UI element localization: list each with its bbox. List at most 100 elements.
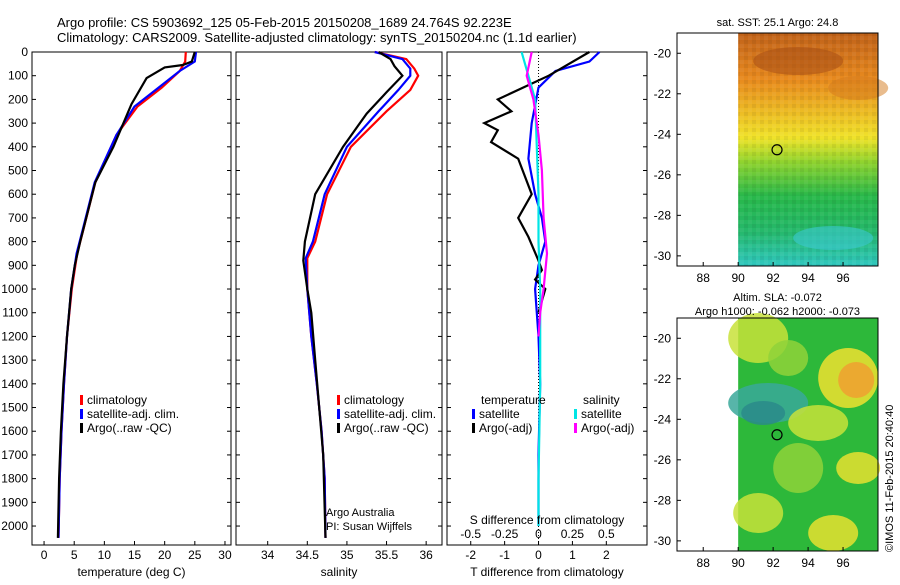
x-tick-label: 25 [188,548,202,562]
y-tick-label: 500 [8,164,28,178]
y-tick-label: 200 [8,92,28,106]
legend-label: climatology [344,393,404,407]
legend-heading-salinity: salinity [583,393,620,407]
salinity-panel: 34 34.5 35 35.5 36 salinity climatologysatelli… [235,50,443,579]
plot-frame [31,51,232,546]
x-tick-label: 35 [340,548,354,562]
map-frame [676,32,879,267]
sla-anomaly-patch [838,362,875,398]
y-tick-label: 1100 [2,306,28,320]
sla-map-panel: 88 90 92 94 96 -20 -22 -24 -26 -28 -30 Altim. SLA: … [654,292,881,570]
series-line [520,51,542,526]
y-tick-label: -20 [654,331,672,345]
plot-frame [235,51,443,546]
y-tick-label: -28 [654,208,672,222]
y-tick-label: 900 [8,258,28,272]
legend-swatch [337,423,340,433]
x-tick-label: -1 [499,548,510,562]
series-line [481,51,590,314]
y-tick-label: 100 [8,69,28,83]
y-tick-label: 1500 [1,401,28,415]
x-tick-label: 20 [158,548,172,562]
x-tick-label: 1 [569,548,576,562]
y-tick-label: 0 [21,45,28,59]
sla-anomaly-patch [836,452,881,484]
y-tick-label: 1200 [1,329,28,343]
y-tick-label: 1700 [1,448,28,462]
temperature-panel: 0 5 10 15 20 25 300100200300400500600700800900… [1,45,232,579]
y-tick-label: 1600 [1,424,28,438]
sst-cool-patch [793,226,874,250]
legend-label: Argo(..raw -QC) [87,421,172,435]
map-frame [676,317,879,552]
x-tick-label: 92 [766,271,780,285]
map-title-line1: Altim. SLA: -0.072 [733,292,822,304]
header-line2: Climatology: CARS2009. Satellite-adjuste… [57,30,577,45]
sla-anomaly-patch [768,340,809,376]
side-stamp: ©IMOS 11-Feb-2015 20:40:40 [884,405,896,552]
difference-panel: -2 -1 0 1 2 T difference from climatology S di… [446,51,648,579]
x-tick-label: 10 [98,548,112,562]
series-line [56,51,196,538]
sla-anomaly-patch [733,493,784,533]
y-tick-label: -28 [654,493,672,507]
y-tick-label: -26 [654,453,672,467]
y-tick-label: 1000 [1,282,28,296]
y-tick-label: 700 [8,211,28,225]
x-tick-label: 0 [535,548,542,562]
argo-position-marker [771,144,783,156]
credit-line1: Argo Australia [326,507,395,519]
legend-label: Argo(-adj) [581,421,634,435]
top-tick-label: 0 [535,527,542,541]
y-tick-label: -26 [654,168,672,182]
sst-map-panel: 88 90 92 94 96 -20 -22 -24 -26 -28 -30 sat. SST: 25… [654,17,889,285]
series-line [302,51,404,538]
x-tick-label: 94 [801,271,815,285]
top-tick-label: -0.25 [491,527,519,541]
y-tick-label: 1900 [1,495,28,509]
x-tick-label: 34.5 [296,548,320,562]
sla-anomaly-patch [741,401,786,425]
legend-label: Argo(..raw -QC) [344,421,429,435]
legend-heading-temperature: temperature [481,393,546,407]
x-tick-label: 96 [836,271,850,285]
legend-swatch [472,409,475,419]
x-tick-label: 90 [731,271,745,285]
y-tick-label: -22 [654,372,672,386]
y-tick-label: 800 [8,235,28,249]
legend-label: satellite-adj. clim. [344,407,436,421]
legend-label: satellite-adj. clim. [87,407,179,421]
x-tick-label: 15 [128,548,142,562]
x-tick-label: 88 [697,271,711,285]
sst-warm-patch [828,76,889,100]
x-tick-label: 36 [419,548,433,562]
legend-label: satellite [581,407,622,421]
legend-label: satellite [479,407,520,421]
y-tick-label: 2000 [1,519,28,533]
legend-label: climatology [87,393,147,407]
y-tick-label: 1300 [1,353,28,367]
x-tick-label: 88 [697,556,711,570]
map-title-line2: Argo h1000: -0.062 h2000: -0.073 [695,306,860,318]
y-tick-label: -20 [654,46,672,60]
x-tick-label: 2 [603,548,610,562]
argo-position-marker [771,429,783,441]
x-tick-label: -2 [465,548,476,562]
top-axis-label: S difference from climatology [470,513,625,527]
y-tick-label: -30 [654,249,672,263]
x-tick-label: 94 [801,556,815,570]
y-tick-label: -24 [654,412,672,426]
legend-swatch [337,409,340,419]
legend-swatch [472,423,475,433]
x-axis-label: salinity [321,565,358,579]
legend-swatch [574,409,577,419]
x-tick-label: 92 [766,556,780,570]
y-tick-label: -30 [654,534,672,548]
y-tick-label: -24 [654,127,672,141]
y-tick-label: 300 [8,116,28,130]
legend-swatch [574,423,577,433]
top-tick-label: -0.5 [460,527,481,541]
y-tick-label: 400 [8,140,28,154]
header-line1: Argo profile: CS 5903692_125 05-Feb-2015… [57,15,512,30]
